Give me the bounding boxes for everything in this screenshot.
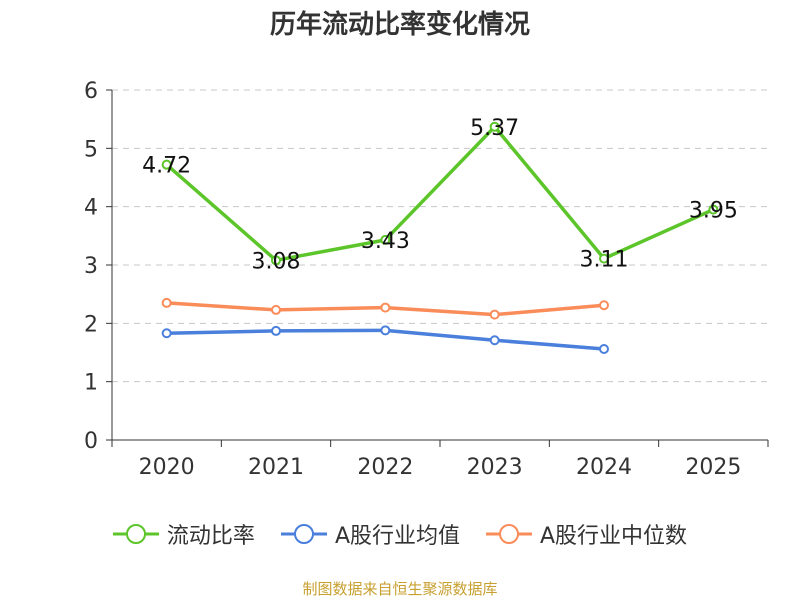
x-tick-label: 2024: [576, 455, 632, 480]
legend-item[interactable]: A股行业中位数: [486, 518, 687, 550]
data-point: [271, 304, 281, 315]
data-point: [489, 121, 500, 132]
legend-marker-icon: [280, 524, 327, 544]
data-point: [489, 309, 500, 320]
axes: 0 1 2 3 4 5 6 2020 2021 2022 2023 2024 2025: [84, 79, 769, 480]
data-point: [599, 253, 609, 264]
data-point: [271, 255, 281, 266]
data-point: [380, 325, 391, 336]
data-labels: 4.72 3.08 3.43 5.37 3.11 3.95: [142, 116, 738, 275]
data-point: [599, 300, 609, 311]
data-point: [380, 302, 391, 313]
grid-lines: [112, 89, 768, 383]
legend-marker-icon: [112, 524, 159, 544]
legend-marker-circle: [293, 524, 314, 544]
data-label: 3.11: [580, 248, 629, 273]
data-label: 3.43: [361, 229, 410, 254]
data-label: 3.95: [689, 199, 738, 224]
legend-label: A股行业均值: [334, 524, 460, 549]
x-tick-label: 2022: [357, 455, 413, 480]
legend-item[interactable]: 流动比率: [112, 518, 255, 550]
data-label: 3.08: [252, 249, 301, 274]
source-note: 制图数据来自恒生聚源数据库: [302, 580, 498, 598]
x-tick-label: 2020: [139, 455, 195, 480]
data-point: [708, 204, 719, 215]
x-tick-label: 2023: [467, 455, 523, 480]
data-label: 4.72: [142, 154, 191, 179]
chart-title: 历年流动比率变化情况: [269, 10, 530, 40]
legend-label: A股行业中位数: [540, 524, 688, 549]
y-tick-label: 4: [84, 196, 98, 221]
legend-marker-circle: [499, 524, 519, 544]
data-point: [271, 325, 281, 336]
legend-marker-circle: [125, 524, 146, 544]
data-point: [380, 234, 391, 245]
y-tick-label: 3: [84, 254, 98, 279]
data-point: [161, 159, 172, 170]
series-lines: [161, 121, 719, 354]
y-tick-label: 0: [84, 429, 98, 454]
legend-label: 流动比率: [166, 524, 255, 549]
data-point: [599, 344, 609, 354]
legend-marker-icon: [486, 524, 532, 544]
data-point: [161, 328, 172, 339]
data-point: [161, 297, 172, 308]
data-point: [489, 335, 500, 346]
y-tick-label: 5: [84, 137, 98, 162]
x-tick-label: 2025: [685, 455, 741, 480]
y-tick-label: 2: [84, 312, 98, 337]
legend: 流动比率 A股行业均值 A股行业中位数: [0, 518, 800, 550]
legend-item[interactable]: A股行业均值: [280, 518, 460, 550]
y-tick-label: 6: [84, 79, 98, 104]
series-line-0: [165, 125, 715, 263]
data-label: 5.37: [470, 116, 519, 141]
y-tick-label: 1: [84, 371, 98, 396]
x-tick-label: 2021: [248, 455, 304, 480]
